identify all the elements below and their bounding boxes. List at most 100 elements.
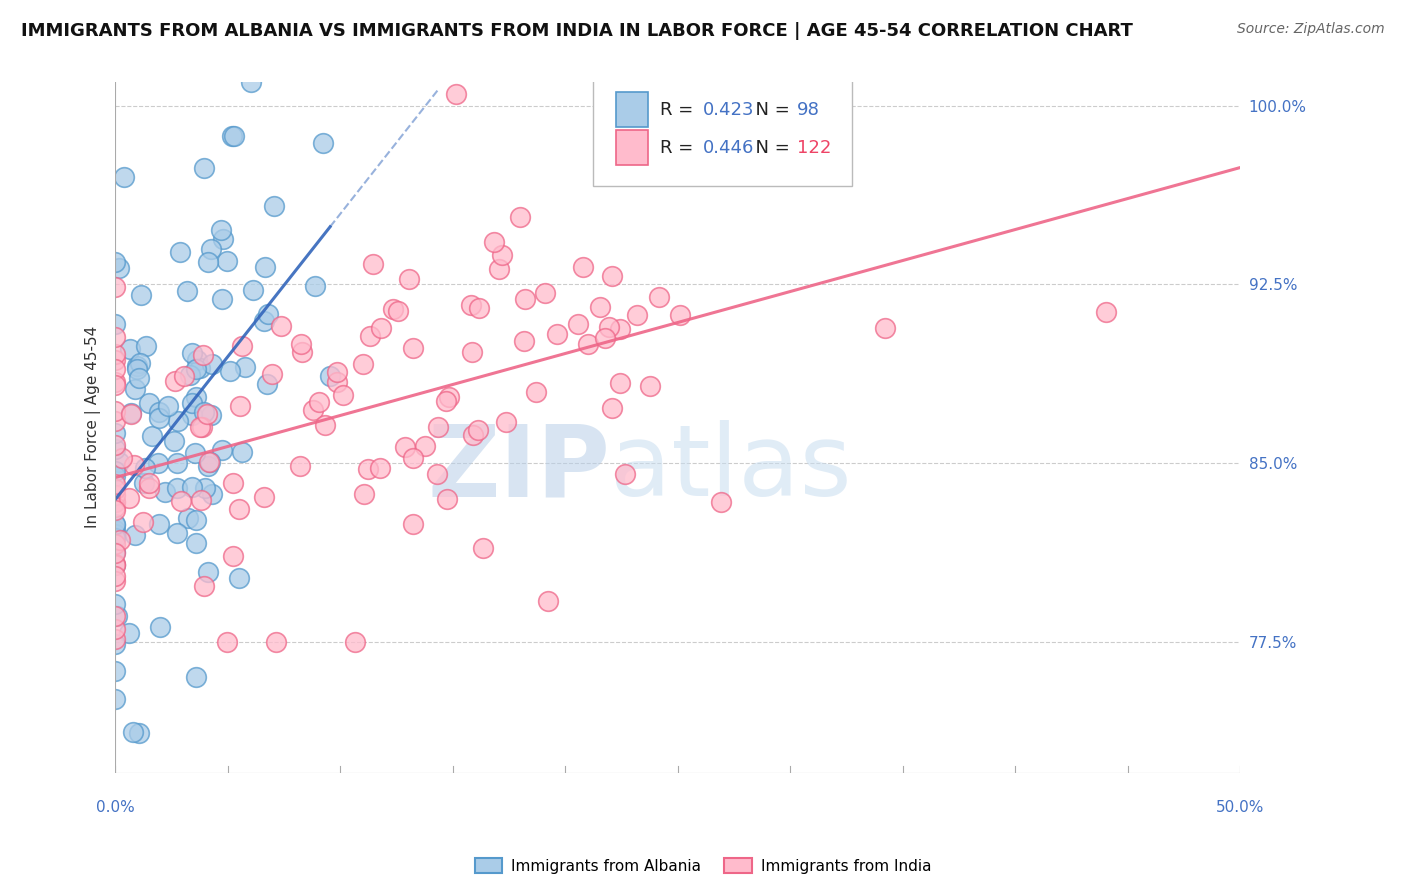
Point bbox=[193, 579, 215, 593]
Point bbox=[118, 343, 141, 357]
Point bbox=[233, 359, 256, 374]
Point bbox=[104, 414, 127, 428]
Point bbox=[104, 438, 127, 452]
Point bbox=[108, 533, 131, 547]
Point bbox=[138, 482, 160, 496]
Point bbox=[184, 390, 207, 404]
Point bbox=[533, 285, 555, 300]
Point bbox=[572, 260, 595, 274]
Point bbox=[104, 537, 127, 551]
Point bbox=[209, 223, 232, 237]
Point bbox=[669, 308, 692, 322]
Point bbox=[482, 235, 505, 249]
Point bbox=[125, 359, 148, 373]
Point bbox=[352, 357, 374, 371]
Point bbox=[127, 361, 149, 376]
Point bbox=[188, 360, 211, 375]
Point bbox=[104, 347, 127, 361]
Point bbox=[120, 407, 142, 421]
Point bbox=[288, 459, 311, 474]
Point bbox=[173, 368, 195, 383]
Point bbox=[222, 549, 245, 564]
Point bbox=[169, 494, 191, 508]
Point bbox=[134, 476, 156, 491]
Point bbox=[426, 467, 449, 482]
Point bbox=[124, 527, 146, 541]
Point bbox=[239, 75, 262, 89]
Point bbox=[197, 455, 219, 469]
Point bbox=[190, 419, 212, 434]
Point bbox=[221, 129, 243, 144]
Text: 0.423: 0.423 bbox=[703, 101, 754, 119]
Point bbox=[638, 379, 661, 393]
Point bbox=[201, 487, 224, 501]
Point bbox=[357, 462, 380, 476]
Point bbox=[104, 488, 127, 502]
Text: R =: R = bbox=[659, 138, 699, 156]
Point bbox=[257, 307, 280, 321]
Point bbox=[434, 393, 457, 408]
Point bbox=[104, 495, 127, 509]
Point bbox=[194, 481, 217, 495]
Point bbox=[104, 500, 127, 514]
Point bbox=[156, 399, 179, 413]
Point bbox=[104, 404, 127, 418]
Point bbox=[104, 317, 127, 331]
Point bbox=[256, 376, 278, 391]
Point bbox=[148, 411, 170, 425]
Point bbox=[128, 371, 150, 385]
Point bbox=[163, 374, 186, 388]
Point bbox=[104, 352, 127, 367]
Point bbox=[381, 301, 404, 316]
Point bbox=[104, 527, 127, 541]
Point bbox=[148, 517, 170, 532]
Text: 50.0%: 50.0% bbox=[1216, 799, 1264, 814]
Point bbox=[148, 404, 170, 418]
Point bbox=[179, 368, 201, 382]
Point bbox=[166, 414, 188, 428]
Point bbox=[149, 619, 172, 633]
Point bbox=[104, 622, 127, 636]
Point bbox=[128, 356, 150, 370]
Point bbox=[509, 210, 531, 224]
Point bbox=[120, 406, 142, 420]
Point bbox=[402, 450, 425, 465]
Point bbox=[104, 442, 127, 457]
Point bbox=[104, 517, 127, 532]
Point bbox=[387, 304, 409, 318]
Point bbox=[222, 129, 245, 144]
Point bbox=[197, 254, 219, 268]
Point bbox=[626, 308, 648, 322]
Point bbox=[344, 634, 367, 648]
Point bbox=[104, 503, 127, 517]
Point bbox=[104, 426, 127, 441]
Point bbox=[211, 443, 233, 458]
Text: atlas: atlas bbox=[610, 420, 852, 517]
Point bbox=[602, 269, 624, 284]
Point bbox=[104, 665, 127, 679]
Point bbox=[491, 247, 513, 261]
Point bbox=[191, 348, 214, 362]
Point bbox=[176, 284, 198, 298]
Point bbox=[359, 329, 381, 343]
Point bbox=[186, 512, 208, 526]
Point bbox=[228, 502, 250, 516]
Point bbox=[108, 260, 131, 275]
Point bbox=[613, 467, 636, 482]
Point bbox=[588, 300, 610, 314]
Point bbox=[546, 326, 568, 341]
Point bbox=[1094, 305, 1116, 319]
Point bbox=[104, 558, 127, 572]
Point bbox=[184, 361, 207, 376]
Point bbox=[122, 458, 145, 473]
Point bbox=[181, 396, 204, 410]
Point bbox=[242, 283, 264, 297]
Point bbox=[169, 245, 191, 260]
Point bbox=[512, 334, 534, 348]
Point bbox=[291, 344, 314, 359]
Point bbox=[104, 637, 127, 651]
Text: 0.0%: 0.0% bbox=[96, 799, 135, 814]
Point bbox=[606, 145, 628, 160]
Point bbox=[436, 491, 458, 506]
Point bbox=[217, 634, 239, 648]
